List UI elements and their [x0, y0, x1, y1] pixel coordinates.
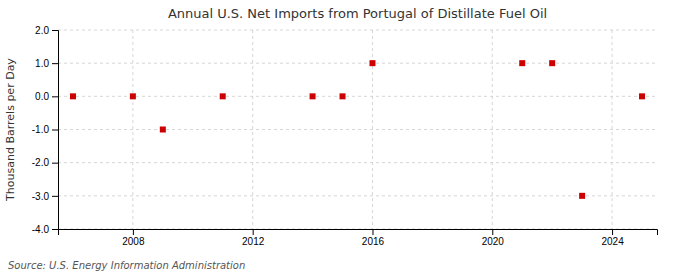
grid	[58, 30, 657, 229]
x-tick-label: 2016	[362, 236, 385, 247]
x-tick-label: 2008	[122, 236, 145, 247]
x-tick: 2020	[482, 229, 505, 247]
x-tick-label: 2024	[601, 236, 624, 247]
point	[130, 93, 136, 99]
y-tick-label: 0.0	[35, 91, 49, 102]
source: Source: U.S. Energy Information Administ…	[8, 260, 245, 271]
x-tick-mark	[492, 229, 493, 235]
x-tick-label: 2020	[482, 236, 505, 247]
x-tick-label: 2012	[242, 236, 265, 247]
y-grid-line	[58, 162, 657, 163]
title: Annual U.S. Net Imports from Portugal of…	[168, 6, 547, 21]
point	[70, 93, 76, 99]
y-axis-label: Thousand Barrels per Day	[4, 58, 17, 202]
x-tick-mark	[253, 229, 254, 235]
y-tick-mark	[52, 96, 58, 97]
chart: 2008 2012 2016 2020 2024 -4.0 -3.0 -2.0 -1.0 0.0 1…	[0, 0, 675, 275]
point	[549, 60, 555, 66]
y-tick-label: 1.0	[35, 58, 49, 69]
y-grid-line	[58, 63, 657, 64]
y-tick: 2.0	[35, 25, 58, 36]
x-axis: 2008 2012 2016 2020 2024	[59, 229, 658, 247]
point	[310, 93, 316, 99]
y-tick: -3.0	[32, 191, 58, 202]
y-tick-mark	[52, 130, 58, 131]
y-tick-mark	[52, 196, 58, 197]
y-axis-line	[52, 31, 59, 230]
y-axis: -4.0 -3.0 -2.0 -1.0 0.0 1.0 2.0	[32, 25, 59, 235]
y-grid-line	[58, 129, 657, 130]
y-tick: -4.0	[32, 224, 58, 235]
y-tick-label: -3.0	[32, 191, 50, 202]
point	[220, 93, 226, 99]
x-tick: 2012	[242, 229, 265, 247]
y-tick-label: -4.0	[32, 224, 50, 235]
plot: 2008 2012 2016 2020 2024 -4.0 -3.0 -2.0 -1.0 0.0 1…	[32, 25, 658, 247]
x-tick: 2008	[122, 229, 145, 247]
y-tick: 0.0	[35, 91, 58, 102]
point	[340, 93, 346, 99]
y-tick-label: 2.0	[35, 25, 49, 36]
y-tick-mark	[52, 229, 58, 230]
point	[579, 193, 585, 199]
point	[639, 93, 645, 99]
point	[369, 60, 375, 66]
y-tick-mark	[52, 63, 58, 64]
y-grid-line	[58, 30, 657, 31]
y-tick: -1.0	[32, 124, 58, 135]
y-tick-label: -1.0	[32, 124, 50, 135]
points	[70, 60, 645, 199]
x-tick-mark	[612, 229, 613, 235]
x-tick-mark	[133, 229, 134, 235]
point	[160, 127, 166, 133]
point	[519, 60, 525, 66]
y-tick-label: -2.0	[32, 157, 50, 168]
y-tick-mark	[52, 30, 58, 31]
y-tick-mark	[52, 163, 58, 164]
y-tick: 1.0	[35, 58, 58, 69]
y-grid-line	[58, 195, 657, 196]
y-tick: -2.0	[32, 157, 58, 168]
y-grid-line	[58, 96, 657, 97]
x-tick: 2024	[601, 229, 624, 247]
x-tick: 2016	[362, 229, 385, 247]
x-axis-line	[59, 230, 658, 236]
x-tick-mark	[372, 229, 373, 235]
